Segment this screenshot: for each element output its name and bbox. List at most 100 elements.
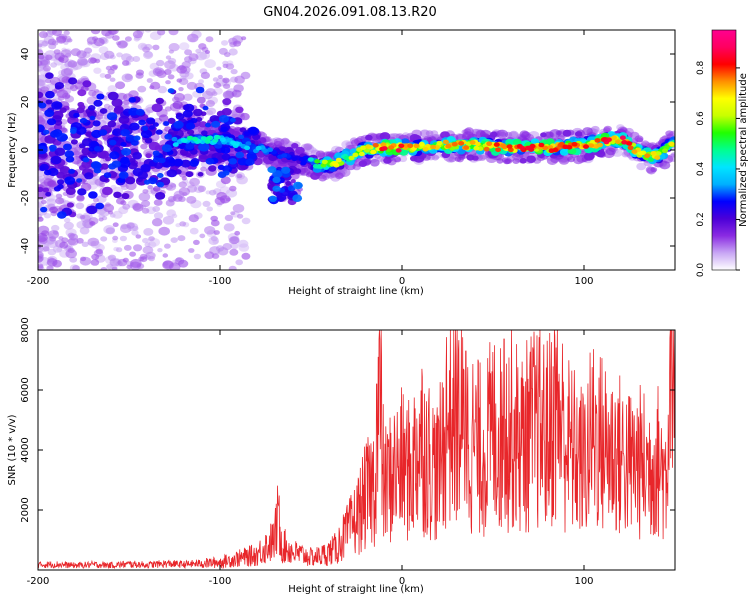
spectrogram-cell [670,152,675,158]
spectrogram-cell [184,49,193,56]
spectrogram-x-tick-label: 0 [399,276,405,287]
spectrogram-cell [654,155,661,160]
spectrogram-cell [38,54,45,60]
spectrogram-cell [183,93,193,102]
spectrogram-cell [119,235,127,242]
spectrogram-cell [140,164,151,172]
spectrogram-cell [281,153,288,158]
spectrogram-cell [562,144,569,150]
spectrogram-cell [204,59,216,69]
spectrogram-cell [267,147,274,152]
spectrogram-cell [152,150,160,156]
spectrogram-cell [466,154,475,161]
spectrogram-cell [139,256,148,263]
spectrogram-cell [141,200,151,208]
spectrogram-cell [195,48,202,54]
spectrogram-cell [47,180,57,188]
spectrogram-cell [644,153,651,158]
spectrogram-cell [582,127,593,136]
spectrogram-cell [360,145,367,150]
spectrogram-cell [483,146,490,152]
spectrogram-cell [398,143,405,149]
spectrogram-cell [204,50,210,54]
spectrogram-cell [231,89,242,98]
spectrogram-cell [102,186,113,196]
spectrogram-cell [100,267,108,270]
spectrogram-cell [292,194,303,202]
spectrogram-cell [163,69,172,75]
spectrogram-cell [519,145,526,151]
spectrogram-cell [205,88,216,96]
spectrogram-cell [41,230,49,237]
spectrogram-cell [205,36,214,43]
spectrogram-cell [101,30,112,37]
spectrogram-cell [668,141,675,147]
spectrogram-cell [92,120,101,127]
spectrogram-cell [147,185,153,190]
snr-series-line [38,330,675,570]
spectrogram-cell [49,147,56,152]
spectrogram-cell [42,187,50,193]
spectrogram-cell [122,257,129,263]
spectrogram-cell [614,139,621,144]
spectrogram-cell [93,67,102,74]
spectrogram-cell [125,134,135,142]
spectrogram-cell [210,219,220,227]
spectrogram-cell [176,78,183,83]
snr-x-tick-label: -100 [209,576,232,587]
spectrogram-cell [109,151,120,160]
spectrogram-cell [53,124,63,131]
spectrogram-cell [76,107,85,114]
spectrogram-cell [410,155,418,162]
spectrogram-cell [627,145,634,151]
spectrogram-cell [369,159,380,167]
spectrogram-cell [208,165,217,172]
spectrogram-cell [430,144,437,150]
spectrogram-cell [241,217,251,225]
spectrogram-cell [315,150,326,158]
spectrogram-cell [91,253,100,260]
spectrogram-cell [665,130,674,137]
spectrogram-cell [167,117,176,124]
spectrogram-cell [140,129,153,139]
spectrogram-cell [112,130,119,136]
spectrogram-cell [237,158,248,166]
spectrogram-cell [486,141,493,146]
spectrogram-cell [112,222,119,227]
spectrogram-cell [112,235,119,241]
spectrogram-cell [204,251,215,259]
spectrogram-cell [519,130,530,138]
spectrogram-cell [365,134,373,141]
spectrogram-cell [388,145,395,150]
spectrogram-cell [548,148,555,153]
spectrogram-cell [241,36,247,41]
spectrogram-cell [206,206,213,212]
spectrogram-cell [655,151,662,156]
spectrogram-cell [228,265,237,270]
spectrogram-cell [211,120,221,128]
spectrogram-cell [176,65,188,74]
spectrogram-cell [54,82,65,90]
spectrogram-cell [56,35,67,44]
spectrogram-cell [165,55,172,60]
spectrogram-cell [538,142,545,148]
spectrogram-cell [588,143,595,148]
spectrogram-cell [84,47,93,54]
spectrogram-cell [365,144,372,149]
spectrogram-y-tick-label: 20 [20,96,31,109]
spectrogram-cell [168,30,179,36]
spectrogram-cell [321,159,328,165]
spectrogram-cell [334,172,344,180]
spectrogram-cell [167,74,175,80]
spectrogram-cell [196,96,206,104]
spectrogram-x-tick-label: -100 [209,276,232,287]
spectrogram-cell [141,207,150,214]
spectrogram-cell [208,189,217,196]
spectrogram-cell [68,168,75,174]
spectrogram-cell [63,221,74,230]
spectrogram-cell [122,203,131,210]
spectrogram-cell [422,147,429,152]
spectrogram-cell [395,148,402,153]
spectrogram-cell [611,135,617,141]
spectrogram-cell [363,148,370,153]
